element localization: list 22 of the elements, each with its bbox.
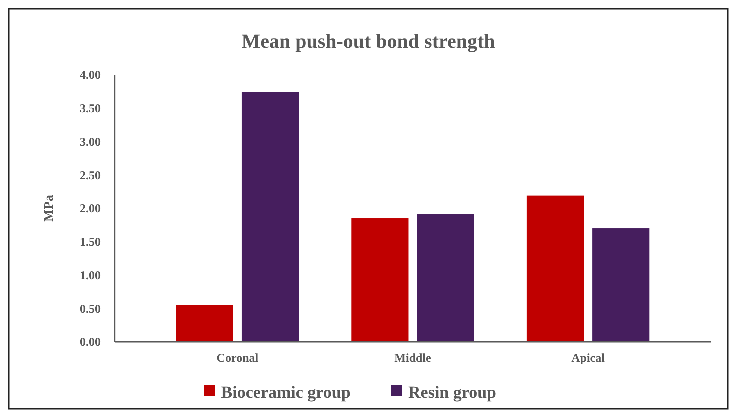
bar [417,214,474,342]
y-tick-label: 2.00 [80,202,101,216]
y-tick-label: 3.00 [80,134,101,149]
y-tick-label: 1.00 [80,268,101,282]
legend-label: Bioceramic group [221,382,351,402]
legend-label: Resin group [408,382,497,402]
y-axis-title: MPa [41,194,56,222]
y-tick-label: 0.00 [80,335,101,350]
x-tick-label: Middle [394,351,432,365]
y-tick-label: 2.50 [80,168,101,182]
bar [592,228,650,342]
y-tick-label: 1.50 [80,235,101,250]
bar [526,196,584,342]
bar [242,92,300,342]
y-tick-label: 4.00 [80,68,101,82]
y-tick-label: 0.50 [80,302,101,316]
bar [176,305,234,342]
bar [352,218,409,342]
x-tick-label: Coronal [216,351,260,365]
chart-title: Mean push-out bond strength [242,31,496,53]
y-tick-label: 3.50 [80,102,101,116]
x-tick-label: Apical [572,351,606,365]
